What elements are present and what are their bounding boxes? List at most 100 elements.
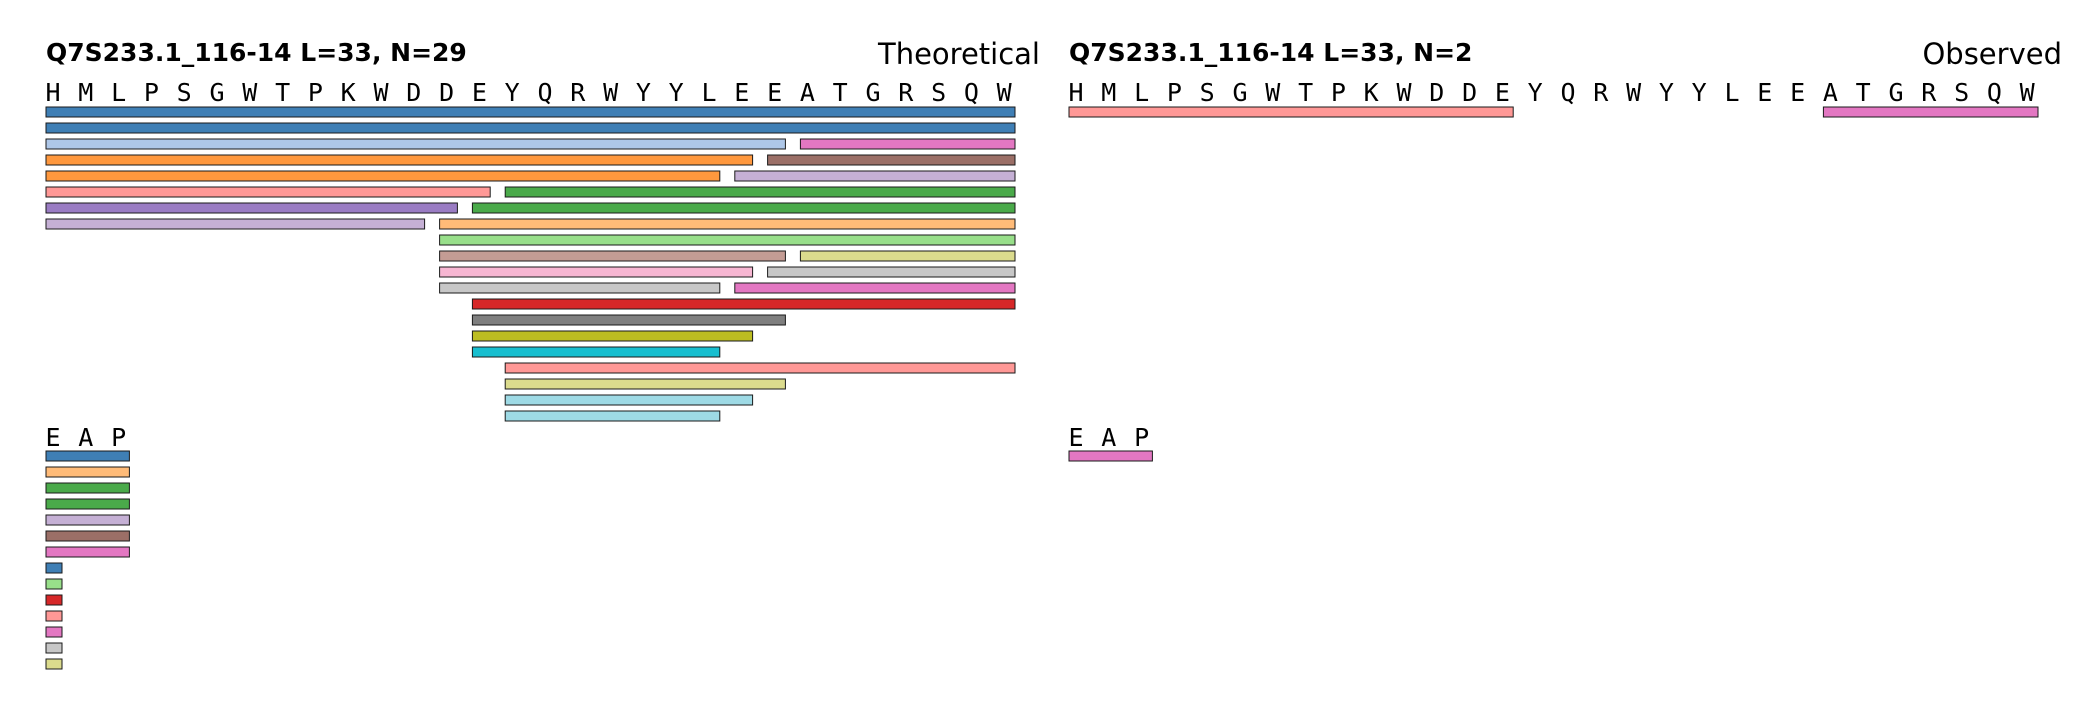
residue-letter: Y (669, 78, 684, 107)
residue-letter: G (1888, 78, 1903, 107)
residue-letter: E (1790, 78, 1805, 107)
peptide-fragment-bar (439, 218, 1016, 230)
peptide-fragment-bar (45, 202, 458, 214)
residue-letter: D (439, 78, 454, 107)
peptide-fragment-bar (471, 314, 786, 326)
residue-letter: R (1593, 78, 1609, 107)
extra-fragment-bar (45, 610, 63, 622)
residue-letter: Y (1692, 78, 1707, 107)
residue-letter: H (1068, 78, 1083, 107)
residue-letter: Y (1659, 78, 1674, 107)
residue-letter: S (177, 78, 192, 107)
residue-letter: K (1364, 78, 1379, 107)
peptide-fragment-bar (734, 170, 1016, 182)
peptide-fragment-bar (471, 346, 721, 358)
residue-letter: Q (1987, 78, 2002, 107)
peptide-fragment-bar (439, 266, 754, 278)
residue-letter: T (1856, 78, 1871, 107)
residue-letter: E (734, 78, 749, 107)
peptide-fragment-bar (504, 378, 786, 390)
extra-fragment-bar (45, 642, 63, 654)
residue-letter: W (603, 78, 619, 107)
peptide-fragment-bar (504, 362, 1016, 374)
residue-letter: W (373, 78, 389, 107)
extra-fragment-bar (1068, 450, 1153, 462)
peptide-fragment-bar (45, 218, 426, 230)
peptide-fragment-bar (767, 266, 1016, 278)
extra-fragment-bar (45, 466, 130, 478)
peptide-fragment-bar (734, 282, 1016, 294)
residue-letter: D (1462, 78, 1477, 107)
extra-fragment-bar (45, 658, 63, 670)
residue-letter: P (144, 78, 159, 107)
peptide-fragment-bar (504, 410, 721, 422)
residue-letter: K (341, 78, 356, 107)
observed-label: Observed (1922, 37, 2062, 71)
residue-letter: W (1396, 78, 1412, 107)
residue-letter: D (1429, 78, 1444, 107)
extra-residue-letter: P (1134, 423, 1149, 452)
extra-residue-letter: P (111, 423, 126, 452)
residue-letter: Y (505, 78, 520, 107)
residue-letter: T (1298, 78, 1313, 107)
extra-residue-letter: A (78, 423, 93, 452)
extra-residue-letter: E (45, 423, 60, 452)
residue-letter: E (472, 78, 487, 107)
residue-letter: Q (1560, 78, 1575, 107)
residue-letter: R (898, 78, 914, 107)
peptide-fragment-bar (45, 186, 491, 198)
observed-title: Q7S233.1_116-14 L=33, N=2 (1069, 38, 1472, 67)
theoretical-title: Q7S233.1_116-14 L=33, N=29 (46, 38, 467, 67)
peptide-fragment-bar (799, 250, 1016, 262)
residue-letter: Y (636, 78, 651, 107)
peptide-fragment-bar (1822, 106, 2039, 118)
peptide-fragment-bar (504, 394, 754, 406)
extra-fragment-bar (45, 530, 130, 542)
residue-letter: L (701, 78, 716, 107)
residue-letter: P (1167, 78, 1182, 107)
residue-letter: G (1232, 78, 1247, 107)
extra-residue-letter: A (1101, 423, 1116, 452)
extra-fragment-bar (45, 546, 130, 558)
residue-letter: E (1757, 78, 1772, 107)
extra-residue-letter: E (1068, 423, 1083, 452)
residue-letter: R (570, 78, 586, 107)
residue-letter: W (242, 78, 258, 107)
peptide-fragment-bar (799, 138, 1016, 150)
residue-letter: G (865, 78, 880, 107)
residue-letter: S (1954, 78, 1969, 107)
residue-letter: S (1200, 78, 1215, 107)
extra-fragment-bar (45, 450, 130, 462)
peptide-fragment-bar (471, 298, 1016, 310)
residue-letter: E (1495, 78, 1510, 107)
residue-letter: R (1921, 78, 1937, 107)
peptide-fragment-bar (45, 106, 1016, 118)
residue-letter: A (1823, 78, 1838, 107)
residue-letter: G (209, 78, 224, 107)
extra-fragment-bar (45, 498, 130, 510)
peptide-fragment-bar (504, 186, 1016, 198)
extra-fragment-bar (45, 562, 63, 574)
residue-letter: Q (964, 78, 979, 107)
residue-letter: L (111, 78, 126, 107)
residue-letter: L (1724, 78, 1739, 107)
residue-letter: W (1626, 78, 1642, 107)
residue-letter: A (800, 78, 815, 107)
peptide-fragment-bar (767, 154, 1016, 166)
residue-letter: Q (537, 78, 552, 107)
residue-letter: P (1331, 78, 1346, 107)
residue-letter: M (78, 78, 93, 107)
extra-fragment-bar (45, 626, 63, 638)
residue-letter: L (1134, 78, 1149, 107)
peptide-fragment-bar (45, 122, 1016, 134)
residue-letter: M (1101, 78, 1116, 107)
residue-letter: P (308, 78, 323, 107)
extra-fragment-bar (45, 514, 130, 526)
residue-letter: S (931, 78, 946, 107)
residue-letter: W (2020, 78, 2036, 107)
extra-fragment-bar (45, 578, 63, 590)
extra-fragment-bar (45, 482, 130, 494)
extra-fragment-bar (45, 594, 63, 606)
residue-letter: Y (1528, 78, 1543, 107)
